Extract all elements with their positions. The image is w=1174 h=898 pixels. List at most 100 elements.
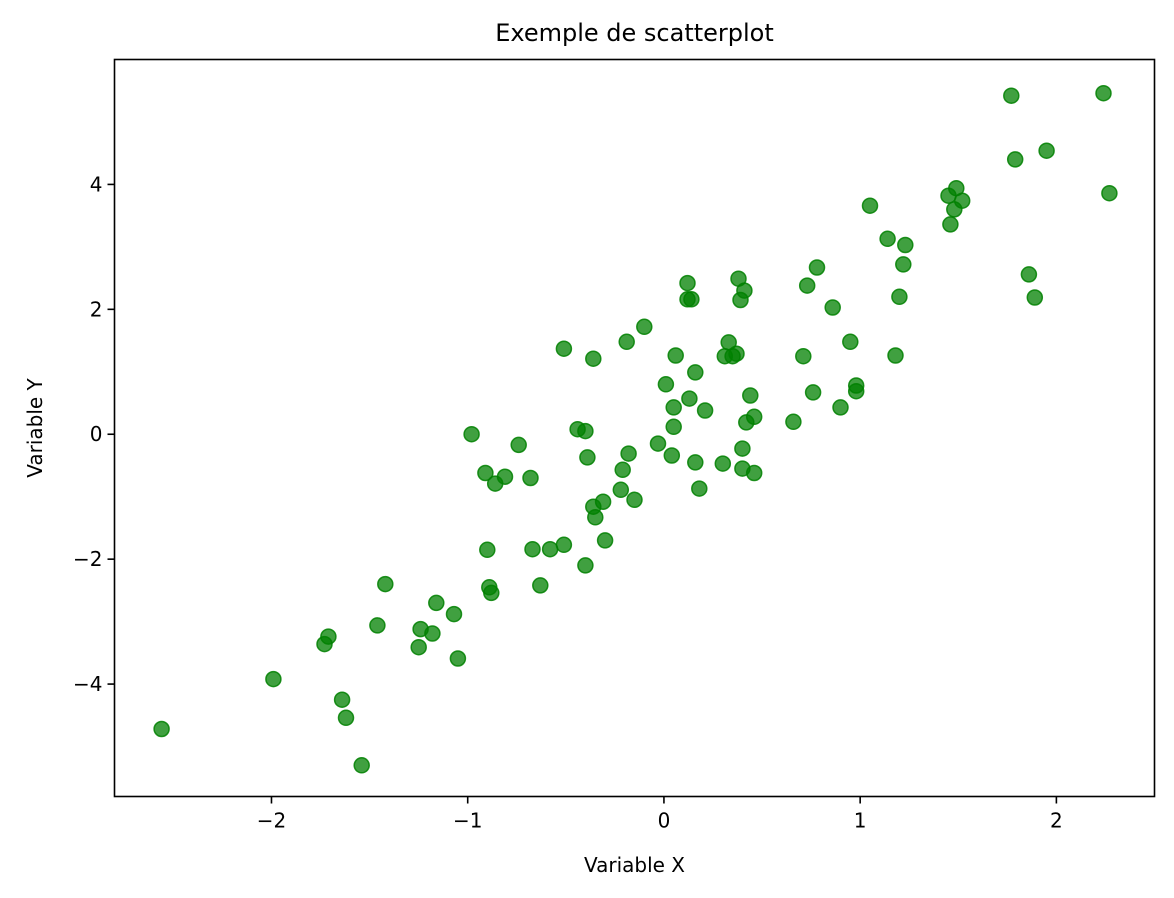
data-point [541, 540, 559, 558]
data-point [728, 345, 745, 362]
data-point [1006, 151, 1024, 168]
x-tick-label: 0 [658, 809, 671, 833]
data-point [683, 291, 700, 308]
chart-title: Exemple de scatterplot [495, 19, 774, 47]
data-point [320, 628, 337, 645]
data-point [879, 230, 896, 248]
x-axis-ticks: −2 −1 0 1 2 [257, 796, 1063, 833]
data-point [369, 617, 386, 634]
data-point [377, 575, 394, 593]
data-point [824, 299, 841, 316]
data-point [612, 481, 630, 499]
data-point [663, 447, 681, 464]
y-tick-label: 4 [90, 172, 103, 196]
data-point [1026, 289, 1044, 306]
data-point [449, 650, 467, 667]
data-point [555, 536, 573, 554]
x-axis-label: Variable X [584, 853, 685, 877]
data-point [734, 440, 751, 457]
y-tick-label: −2 [73, 547, 102, 571]
data-point [532, 577, 549, 594]
data-point [577, 422, 594, 440]
data-point [1020, 266, 1038, 283]
data-point [424, 625, 441, 642]
data-point [479, 541, 496, 559]
data-point [636, 318, 653, 336]
data-point [832, 399, 849, 416]
data-point [410, 638, 427, 656]
data-point [626, 491, 643, 509]
data-point [1095, 84, 1112, 102]
data-point [804, 384, 822, 401]
data-point [510, 436, 527, 454]
data-point [687, 364, 704, 381]
data-point [428, 594, 445, 612]
data-point [745, 408, 763, 426]
data-point [657, 376, 675, 393]
data-point [594, 493, 612, 510]
data-point [691, 480, 708, 497]
data-point [522, 469, 539, 487]
data-point [942, 216, 959, 233]
data-point [887, 347, 904, 364]
plot-area-frame [113, 58, 1156, 798]
data-point [679, 274, 696, 292]
data-point [665, 399, 682, 416]
data-point [891, 288, 908, 306]
data-point [445, 605, 463, 623]
data-point [483, 584, 500, 602]
data-point [649, 435, 667, 452]
data-point [665, 418, 682, 436]
data-point [153, 720, 170, 738]
x-tick-label: 1 [854, 809, 867, 833]
data-point [895, 256, 912, 273]
data-point [798, 277, 816, 294]
data-point [1038, 142, 1055, 159]
data-point [555, 340, 573, 357]
y-axis-ticks: −4 −2 0 2 4 [73, 172, 115, 696]
data-point [577, 557, 594, 574]
data-point [795, 347, 812, 365]
data-point [463, 425, 480, 443]
data-point [587, 509, 604, 526]
data-point [496, 468, 514, 485]
data-point [265, 670, 282, 688]
data-point [861, 197, 879, 214]
data-point [579, 449, 596, 466]
data-point [596, 532, 614, 549]
data-point [524, 540, 541, 558]
data-point [614, 461, 631, 479]
data-point [1003, 87, 1020, 104]
y-tick-label: 2 [90, 297, 103, 321]
data-point [477, 464, 494, 482]
data-point [847, 382, 865, 400]
x-tick-label: −2 [257, 809, 286, 833]
y-axis-label: Variable Y [23, 377, 47, 477]
data-point [953, 192, 971, 209]
data-point [687, 454, 704, 471]
data-point [785, 413, 802, 431]
data-point [333, 691, 351, 708]
data-point [620, 445, 637, 462]
data-point [681, 390, 698, 407]
points-layer [153, 84, 1118, 774]
data-point [696, 402, 714, 419]
data-point [745, 464, 763, 482]
data-point [667, 347, 684, 364]
data-point [808, 259, 826, 276]
data-point [1101, 184, 1118, 202]
data-point [897, 236, 914, 254]
data-point [842, 333, 859, 351]
x-tick-label: −1 [453, 809, 482, 833]
data-point [585, 350, 602, 367]
data-point [353, 757, 370, 774]
data-point [742, 387, 759, 404]
data-point [618, 333, 635, 351]
data-point [337, 709, 355, 727]
x-tick-label: 2 [1050, 809, 1063, 833]
y-tick-label: −4 [73, 672, 102, 696]
data-point [736, 282, 753, 299]
data-point [714, 455, 732, 472]
y-tick-label: 0 [90, 422, 103, 446]
